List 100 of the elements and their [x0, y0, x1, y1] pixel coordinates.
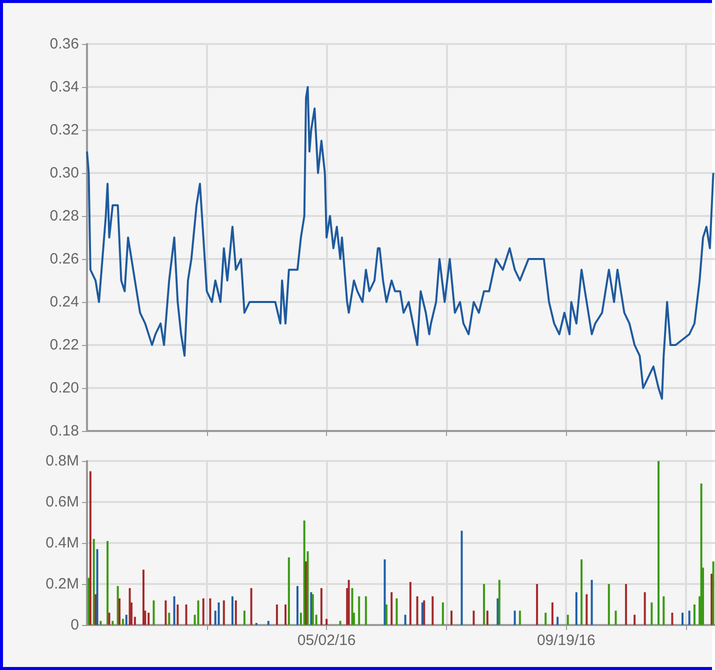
bar: [125, 614, 128, 625]
bar: [662, 596, 665, 625]
bar: [96, 549, 98, 625]
bar: [634, 614, 636, 625]
bar: [364, 596, 367, 625]
x-tick-label: 09/19/16: [536, 632, 596, 649]
bar: [88, 578, 90, 625]
bar: [234, 600, 237, 625]
bar: [218, 602, 220, 625]
bar: [173, 596, 176, 625]
bar: [710, 574, 713, 625]
bar: [164, 600, 167, 625]
y-tick-label: 0.8M: [46, 452, 79, 470]
bar: [590, 580, 593, 625]
bar: [514, 610, 516, 625]
bar: [267, 620, 270, 625]
bar: [442, 602, 444, 625]
y-tick-label: 0.20: [50, 380, 79, 396]
bar: [222, 600, 225, 625]
bar: [536, 584, 538, 625]
bar: [575, 592, 578, 625]
bar: [486, 610, 488, 625]
bar: [396, 598, 398, 625]
bar: [608, 584, 610, 625]
bar: [348, 580, 350, 625]
bar: [284, 604, 286, 625]
bar: [250, 588, 252, 625]
bar: [460, 530, 463, 625]
bar: [404, 614, 406, 625]
x-tick-label: 05/02/16: [297, 632, 356, 649]
bar: [100, 620, 102, 625]
bar: [384, 559, 386, 625]
bar: [482, 584, 485, 625]
y-tick-label: 0.30: [50, 164, 79, 182]
bar: [580, 559, 583, 625]
bar: [472, 610, 475, 625]
bar: [106, 540, 109, 625]
bar: [197, 600, 200, 625]
bar: [288, 557, 290, 625]
bar: [650, 602, 653, 625]
bar: [688, 610, 690, 625]
bar: [390, 592, 393, 625]
y-tick-label: 0.2M: [46, 576, 79, 592]
bar: [108, 612, 110, 625]
bar: [122, 618, 124, 625]
y-tick-label: 0.32: [50, 122, 79, 138]
bar: [518, 610, 521, 625]
y-tick-label: 0.6M: [46, 494, 79, 510]
bar: [556, 616, 559, 625]
y-tick-label: 0.18: [50, 422, 79, 440]
bar: [148, 612, 150, 625]
bar: [385, 604, 388, 625]
bar: [202, 598, 204, 625]
bar: [658, 461, 660, 625]
bar: [432, 596, 434, 625]
bar: [296, 586, 298, 625]
bar: [339, 620, 342, 625]
bar: [118, 598, 121, 625]
y-tick-label: 0.26: [50, 250, 79, 268]
y-tick-label: 0.36: [50, 36, 79, 52]
bar: [209, 598, 212, 625]
bar: [142, 570, 144, 625]
bar: [409, 582, 412, 625]
bar: [176, 604, 179, 625]
y-tick-label: 0.28: [50, 208, 79, 224]
bar: [89, 471, 92, 625]
bar: [644, 592, 646, 625]
bar: [320, 588, 322, 625]
bar: [276, 604, 278, 625]
y-tick-label: 0.4M: [46, 534, 79, 552]
bar: [681, 612, 684, 625]
y-tick-label: 0.22: [50, 336, 79, 354]
bar: [351, 588, 354, 625]
bar: [112, 620, 114, 625]
line-series: [86, 86, 714, 400]
bar: [671, 612, 674, 625]
bar: [358, 596, 360, 625]
bar: [712, 561, 714, 625]
bar: [498, 580, 500, 625]
bar: [625, 584, 628, 625]
bar: [152, 600, 155, 625]
bar: [243, 610, 246, 625]
bar: [168, 612, 170, 625]
bar: [185, 604, 188, 625]
bar: [416, 596, 418, 625]
y-tick-label: 0: [70, 616, 79, 634]
bar: [566, 614, 569, 625]
bar: [450, 610, 452, 625]
bar: [326, 618, 328, 625]
bar: [693, 604, 696, 625]
bar: [586, 594, 588, 625]
bar: [231, 596, 234, 625]
bar: [496, 598, 499, 625]
bar: [700, 484, 702, 625]
bar: [92, 538, 95, 625]
y-tick-label: 0.34: [50, 78, 79, 96]
bar: [551, 602, 554, 625]
bar: [544, 612, 547, 625]
bar: [94, 594, 97, 625]
y-tick-label: 0.24: [50, 294, 79, 310]
